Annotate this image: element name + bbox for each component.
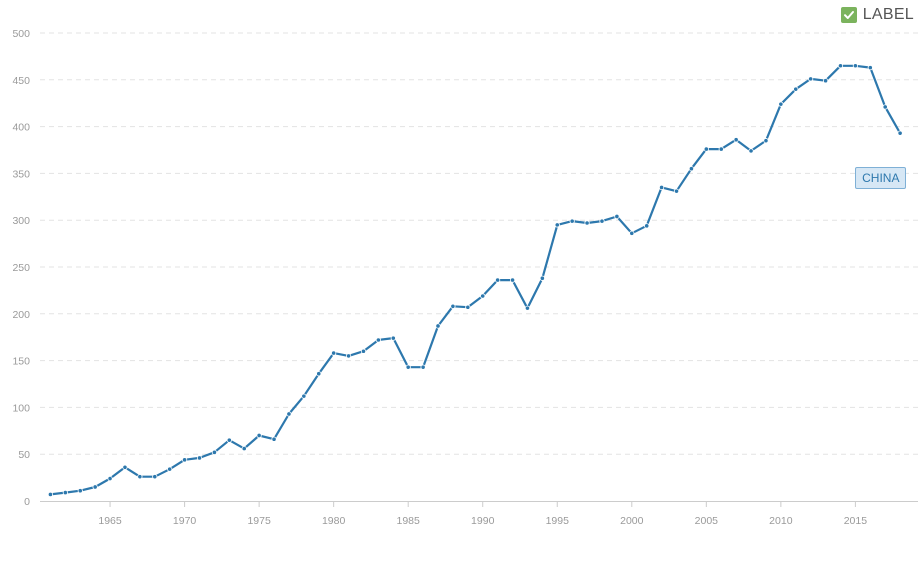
data-point[interactable] — [495, 277, 501, 283]
data-point[interactable] — [271, 436, 277, 442]
data-point[interactable] — [390, 335, 396, 341]
data-point[interactable] — [659, 184, 665, 191]
data-point[interactable] — [599, 218, 605, 224]
x-tick-label: 1990 — [471, 515, 495, 527]
data-point[interactable] — [554, 222, 560, 228]
label-toggle-text: LABEL — [862, 6, 914, 23]
data-point[interactable] — [793, 86, 799, 92]
y-tick-label: 250 — [12, 262, 30, 274]
x-tick-label: 1980 — [322, 515, 346, 527]
data-point[interactable] — [301, 393, 307, 399]
data-point[interactable] — [241, 445, 247, 452]
data-point[interactable] — [226, 437, 232, 443]
y-tick-label: 100 — [12, 402, 30, 414]
y-tick-label: 350 — [12, 168, 30, 180]
data-point[interactable] — [316, 371, 322, 377]
checkmark-icon — [843, 11, 854, 19]
data-point[interactable] — [822, 78, 829, 84]
data-point[interactable] — [345, 353, 352, 359]
x-tick-label: 1995 — [546, 515, 570, 527]
y-tick-label: 200 — [12, 309, 30, 321]
data-point[interactable] — [62, 489, 68, 496]
x-tick-label: 2000 — [620, 515, 644, 527]
data-point[interactable] — [629, 230, 635, 236]
x-tick-label: 2010 — [769, 515, 793, 527]
series-label-china[interactable]: CHINA — [855, 167, 907, 190]
data-point[interactable] — [331, 350, 337, 356]
data-point[interactable] — [852, 63, 858, 69]
data-point[interactable] — [808, 76, 814, 82]
y-axis-ticks: 0 50 100 150 200 250 300 350 400 450 500 — [12, 28, 30, 508]
data-point[interactable] — [360, 348, 367, 354]
data-point[interactable] — [465, 304, 471, 310]
data-point[interactable] — [897, 130, 903, 136]
data-point[interactable] — [882, 104, 888, 110]
label-toggle[interactable]: LABEL — [840, 6, 914, 24]
data-point[interactable] — [778, 101, 784, 107]
data-point[interactable] — [405, 364, 411, 370]
data-point[interactable] — [286, 411, 292, 417]
data-point[interactable] — [867, 65, 873, 71]
y-tick-label: 50 — [18, 449, 30, 461]
x-tick-label: 1970 — [173, 515, 197, 527]
y-tick-label: 150 — [12, 356, 30, 368]
data-point[interactable] — [733, 137, 739, 143]
data-point[interactable] — [480, 293, 486, 299]
data-point[interactable] — [703, 146, 709, 152]
data-point[interactable] — [47, 491, 54, 498]
data-point[interactable] — [167, 466, 173, 472]
grid-lines — [40, 32, 918, 455]
data-point[interactable] — [196, 455, 203, 461]
data-point[interactable] — [539, 275, 545, 281]
data-point[interactable] — [509, 277, 516, 283]
x-tick-label: 2005 — [695, 515, 719, 527]
data-point[interactable] — [644, 223, 650, 229]
data-point[interactable] — [152, 474, 158, 480]
data-point[interactable] — [256, 432, 262, 439]
data-point[interactable] — [837, 63, 844, 69]
data-point[interactable] — [375, 337, 381, 343]
y-tick-label: 400 — [12, 122, 30, 134]
data-point[interactable] — [137, 474, 143, 480]
y-tick-label: 300 — [12, 215, 30, 227]
series-line-china[interactable] — [50, 64, 902, 496]
data-point[interactable] — [107, 475, 113, 482]
x-tick-label: 2015 — [844, 515, 868, 527]
data-point[interactable] — [688, 166, 695, 172]
x-tick-label: 1965 — [98, 515, 122, 527]
data-point[interactable] — [420, 364, 426, 370]
data-point[interactable] — [92, 484, 98, 490]
y-tick-label: 450 — [12, 75, 30, 87]
y-tick-label: 500 — [12, 28, 30, 40]
data-point[interactable] — [524, 305, 531, 311]
data-point[interactable] — [763, 138, 769, 144]
data-point[interactable] — [673, 188, 680, 194]
data-point[interactable] — [584, 220, 590, 226]
data-point[interactable] — [181, 457, 188, 463]
data-point[interactable] — [748, 148, 754, 154]
checkbox-checked-icon[interactable] — [840, 7, 857, 23]
data-point[interactable] — [77, 488, 83, 494]
y-tick-label: 0 — [24, 496, 30, 508]
series-points — [47, 63, 903, 498]
data-point[interactable] — [569, 218, 575, 224]
data-point[interactable] — [122, 464, 128, 470]
x-tick-label: 1975 — [247, 515, 271, 527]
data-point[interactable] — [450, 303, 456, 309]
data-point[interactable] — [614, 213, 620, 220]
x-axis-ticks: 1965 1970 1975 1980 1985 1990 1995 2000 2005 2010… — [98, 501, 867, 527]
data-point[interactable] — [718, 146, 724, 152]
data-point[interactable] — [211, 449, 218, 455]
data-point[interactable] — [435, 323, 441, 329]
x-tick-label: 1985 — [397, 515, 421, 527]
